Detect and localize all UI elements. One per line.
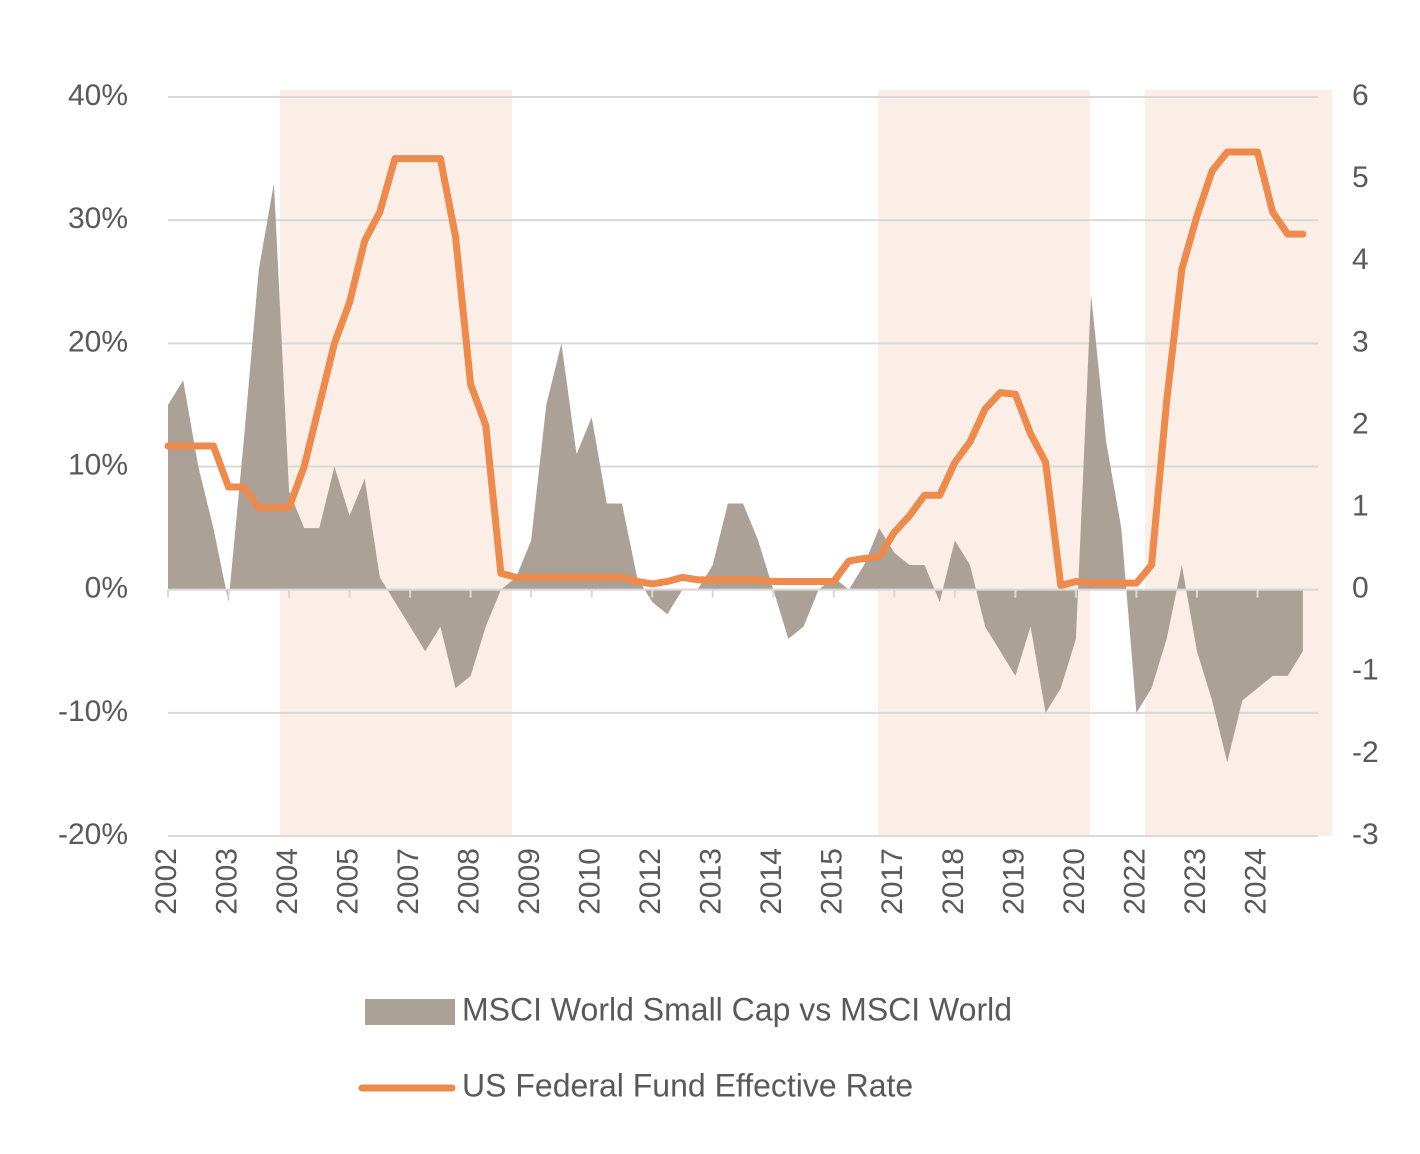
y-tick-label: 20% xyxy=(68,325,128,358)
shaded-period xyxy=(280,90,512,836)
y2-tick-label: -1 xyxy=(1352,654,1379,687)
x-tick-label: 2010 xyxy=(574,848,607,915)
x-tick-label: 2008 xyxy=(453,848,486,915)
x-tick-label: 2022 xyxy=(1118,848,1151,915)
legend-label: US Federal Fund Effective Rate xyxy=(462,1067,913,1103)
x-tick-label: 2002 xyxy=(150,848,183,915)
y-tick-label: 10% xyxy=(68,448,128,481)
y2-tick-label: 5 xyxy=(1352,161,1369,194)
legend-label: MSCI World Small Cap vs MSCI World xyxy=(462,991,1012,1027)
x-tick-label: 2012 xyxy=(634,848,667,915)
x-tick-label: 2017 xyxy=(876,848,909,915)
x-tick-label: 2013 xyxy=(695,848,728,915)
x-tick-label: 2007 xyxy=(392,848,425,915)
x-tick-label: 2003 xyxy=(210,848,243,915)
area xyxy=(168,183,1303,763)
y2-tick-label: 0 xyxy=(1352,572,1369,605)
x-tick-label: 2005 xyxy=(332,848,365,915)
y2-tick-label: 2 xyxy=(1352,407,1369,440)
y-tick-label: 0% xyxy=(85,572,128,605)
y-tick-label: -10% xyxy=(58,695,128,728)
x-tick-label: 2019 xyxy=(997,848,1030,915)
x-tick-label: 2014 xyxy=(755,848,788,915)
y2-tick-label: -3 xyxy=(1352,818,1379,851)
y-tick-label: 40% xyxy=(68,79,128,112)
shaded-period xyxy=(1145,90,1332,836)
y2-tick-label: 4 xyxy=(1352,243,1369,276)
y2-tick-label: 6 xyxy=(1352,79,1369,112)
x-tick-label: 2015 xyxy=(816,848,849,915)
y-tick-label: 30% xyxy=(68,202,128,235)
y2-tick-label: 3 xyxy=(1352,325,1369,358)
legend-swatch xyxy=(365,999,455,1025)
y2-tick-label: -2 xyxy=(1352,736,1379,769)
x-tick-label: 2024 xyxy=(1239,848,1272,915)
x-tick-label: 2009 xyxy=(513,848,546,915)
x-tick-label: 2004 xyxy=(271,848,304,915)
shaded-period xyxy=(878,90,1090,836)
shaded-periods xyxy=(280,90,1332,836)
line xyxy=(164,148,1307,590)
x-tick-label: 2018 xyxy=(937,848,970,915)
x-tick-label: 2020 xyxy=(1058,848,1091,915)
y-tick-label: -20% xyxy=(58,818,128,851)
x-tick-label: 2023 xyxy=(1179,848,1212,915)
y2-tick-label: 1 xyxy=(1352,489,1369,522)
